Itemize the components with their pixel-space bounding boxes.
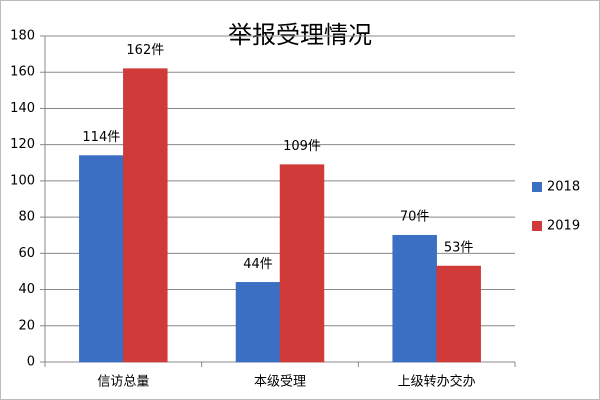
chart-title: 举报受理情况	[228, 21, 372, 49]
bar	[235, 282, 281, 363]
x-tick-label: 本级受理	[254, 375, 306, 390]
y-tick-label: 0	[27, 355, 35, 370]
bar	[79, 155, 124, 363]
legend-swatch	[532, 182, 542, 192]
y-tick-label: 40	[18, 282, 35, 297]
value-label: 109件	[283, 139, 321, 154]
legend-label: 2018	[547, 180, 580, 195]
bar	[392, 234, 437, 363]
y-tick-label: 20	[18, 318, 35, 333]
bar	[436, 265, 481, 363]
value-label: 114件	[82, 130, 120, 145]
bar	[123, 68, 168, 363]
x-tick-label: 上级转办交办	[398, 374, 476, 390]
y-tick-label: 140	[10, 101, 35, 116]
value-label: 70件	[400, 210, 430, 225]
y-tick-label: 120	[10, 137, 35, 152]
legend-label: 2019	[547, 219, 580, 234]
y-tick-label: 180	[10, 29, 35, 44]
y-tick-label: 160	[10, 65, 35, 80]
bar	[279, 164, 325, 363]
legend-swatch	[532, 221, 542, 231]
value-label: 44件	[243, 257, 273, 272]
y-tick-label: 100	[10, 173, 35, 188]
x-tick-label: 信访总量	[97, 375, 149, 390]
value-label: 162件	[126, 43, 164, 58]
y-tick-label: 60	[18, 246, 35, 261]
y-tick-label: 80	[18, 210, 35, 225]
value-label: 53件	[444, 241, 474, 256]
